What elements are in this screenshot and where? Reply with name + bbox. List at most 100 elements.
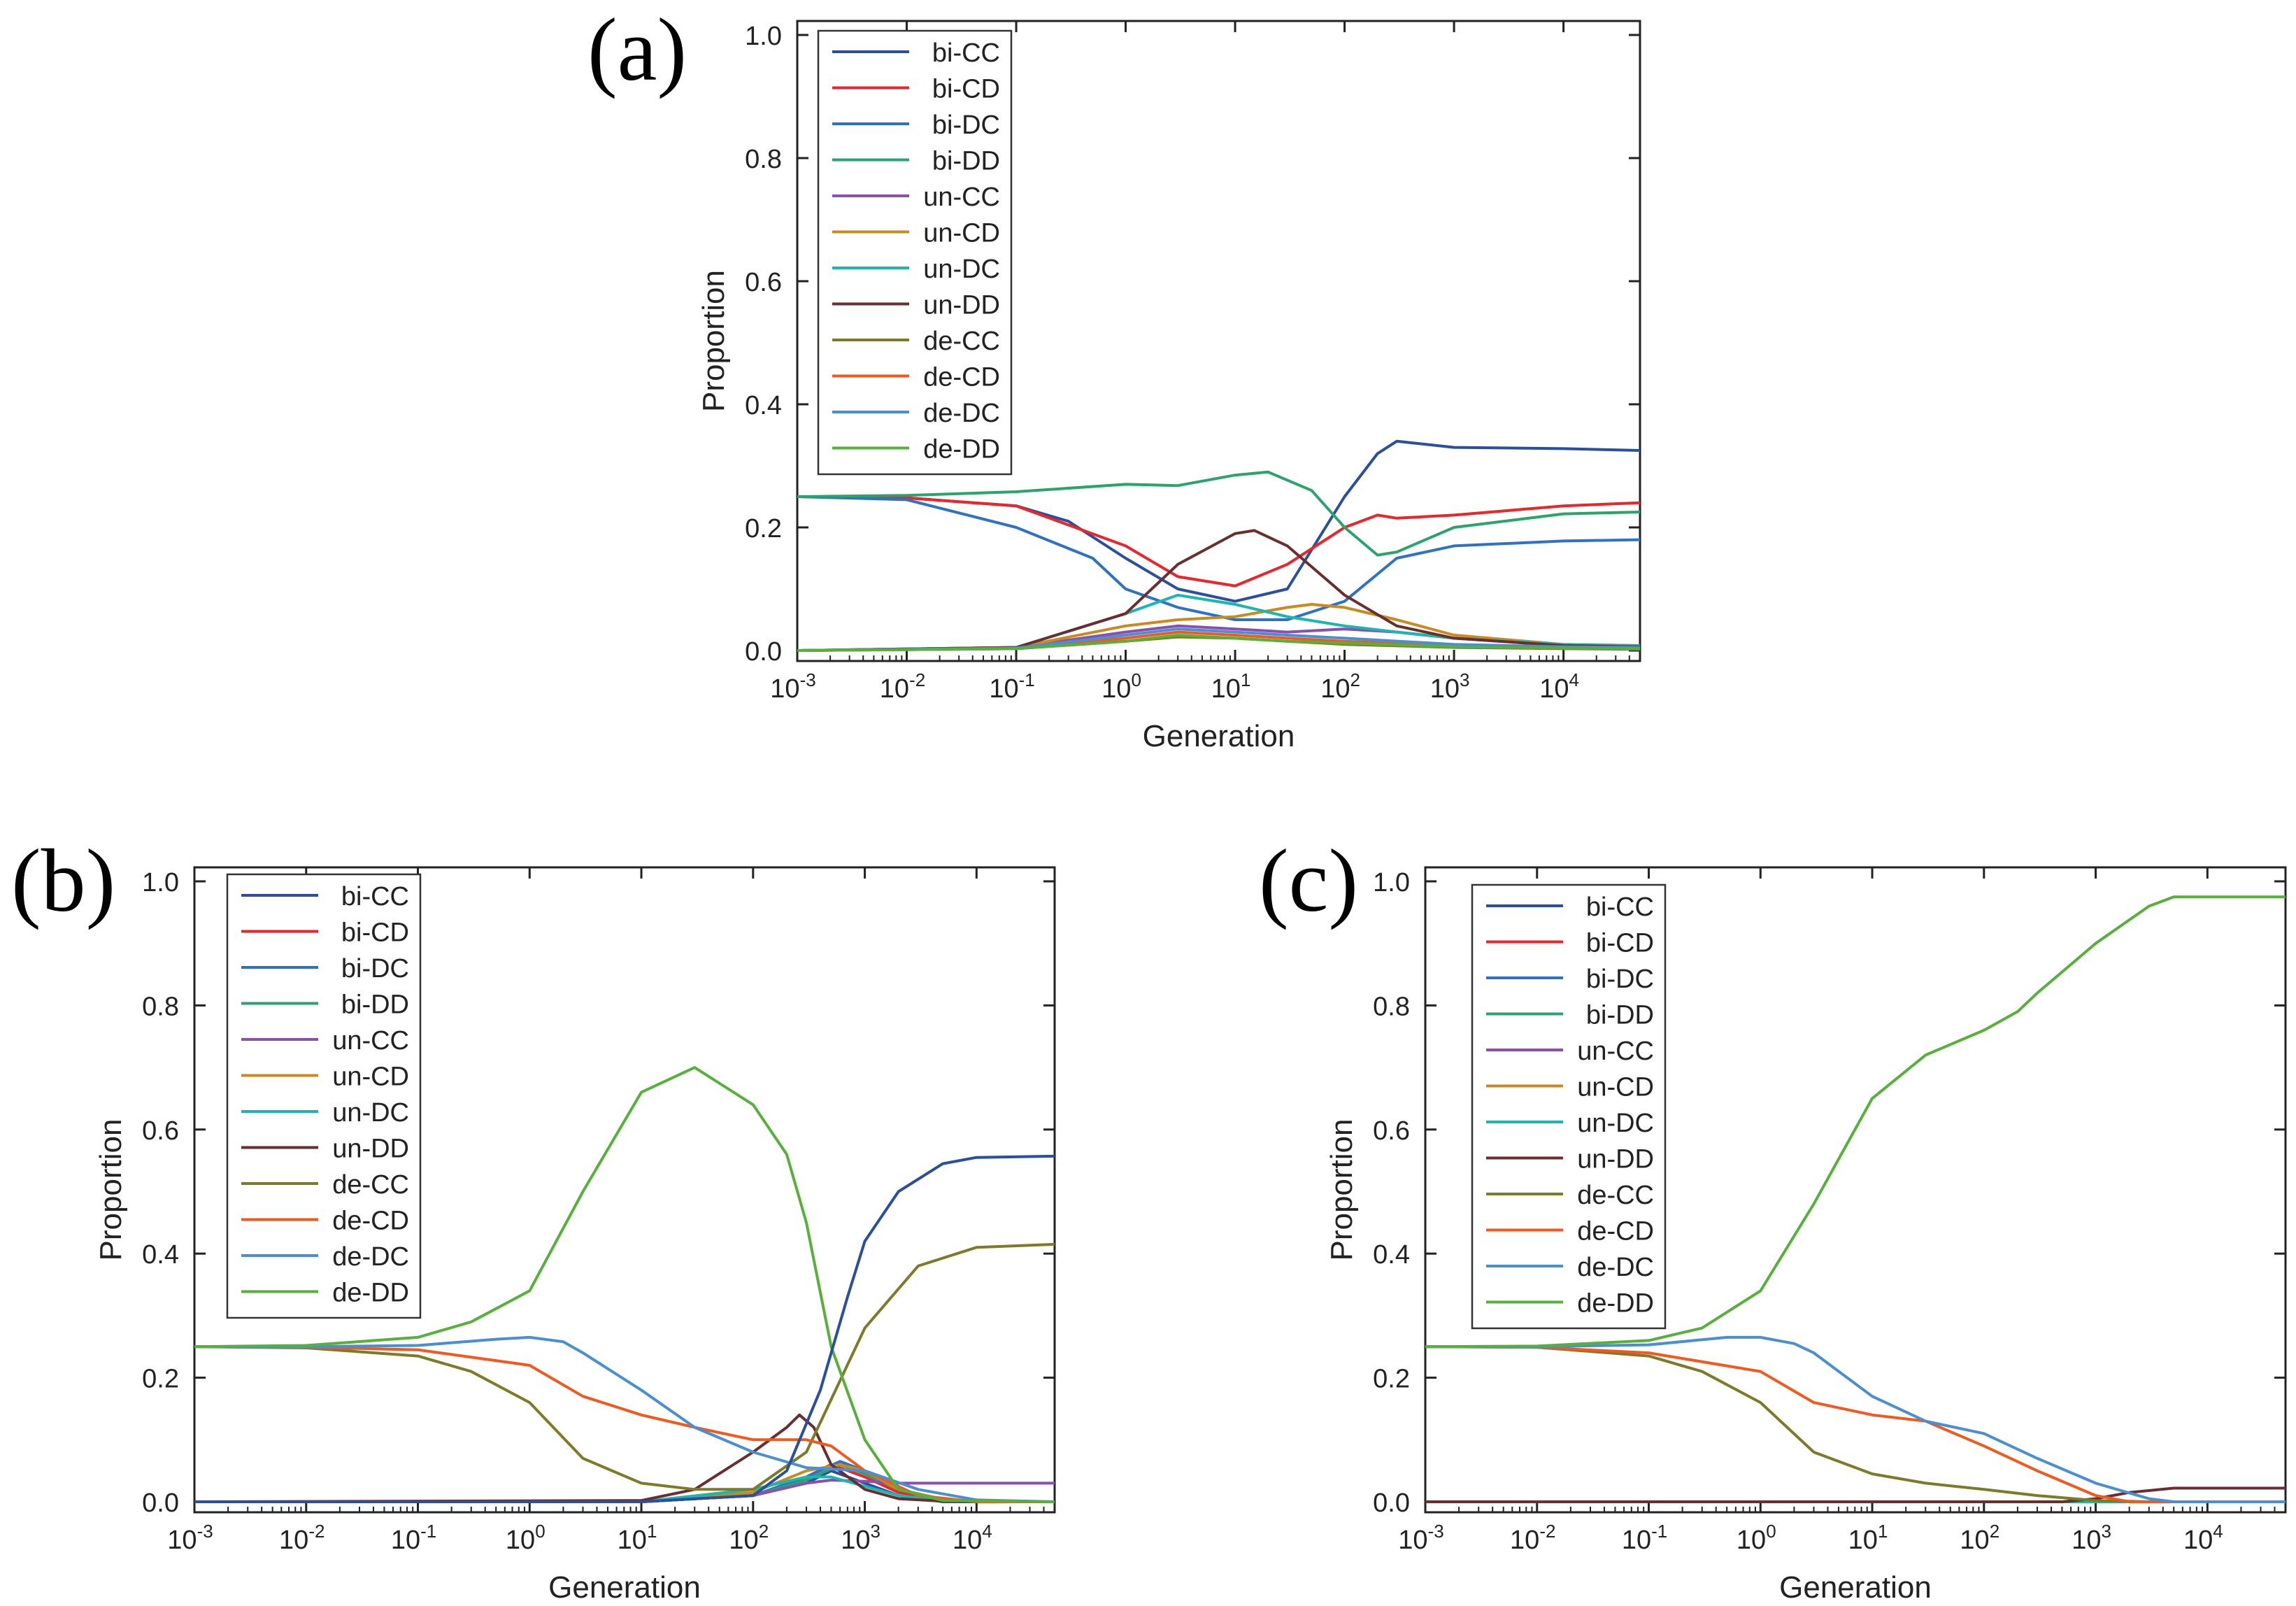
legend-entry: de-CC: [1577, 1181, 1654, 1210]
legend-entry: bi-CD: [341, 918, 409, 948]
y-axis-label: Proportion: [1325, 1118, 1359, 1260]
legend-entry: de-DD: [332, 1279, 409, 1308]
legend-entry: un-DC: [1577, 1109, 1654, 1138]
x-tick-label: 101: [1848, 1521, 1888, 1555]
y-tick-label: 0.0: [1373, 1488, 1410, 1518]
x-tick-label: 100: [1737, 1521, 1776, 1555]
x-tick-label: 101: [1211, 669, 1251, 704]
y-axis-label: Proportion: [697, 270, 731, 412]
series-un-CD: [797, 603, 1641, 652]
x-tick-label: 103: [2072, 1521, 2111, 1555]
legend-entry: bi-CC: [932, 38, 1000, 68]
series-de-CC: [1425, 1345, 2286, 1503]
x-tick-label: 101: [618, 1521, 657, 1555]
x-tick-label: 10-3: [770, 669, 815, 704]
series-bi-CC: [194, 1154, 1055, 1503]
series-de-DD: [194, 1066, 1055, 1503]
y-tick-label: 0.6: [1373, 1116, 1410, 1146]
x-tick-label: 10-2: [279, 1521, 325, 1555]
legend-entry: un-DC: [923, 255, 1000, 284]
legend-box: [226, 873, 422, 1319]
y-tick-label: 0.2: [745, 514, 782, 543]
x-tick-label: 103: [1430, 669, 1470, 704]
legend-entry: un-CD: [332, 1063, 409, 1092]
x-tick-label: 102: [1320, 669, 1360, 704]
legend-entry: un-DC: [332, 1098, 409, 1128]
panel-label-c: (c): [1259, 831, 1359, 930]
series-un-DD: [194, 1413, 1055, 1503]
series-bi-DD: [797, 470, 1641, 557]
y-tick-label: 0.4: [142, 1240, 179, 1270]
x-tick-label: 103: [841, 1521, 880, 1555]
legend-entry: un-CC: [1577, 1037, 1654, 1066]
y-tick-label: 0.8: [142, 992, 179, 1021]
legend-box: [817, 29, 1013, 476]
legend-entry: un-CC: [923, 183, 1000, 212]
x-tick-label: 102: [1960, 1521, 1999, 1555]
y-tick-label: 0.8: [745, 145, 782, 174]
legend-entry: bi-DD: [1586, 1001, 1654, 1030]
x-tick-label: 10-2: [1510, 1521, 1555, 1555]
legend-entry: bi-DC: [1586, 965, 1654, 994]
x-tick-label: 100: [506, 1521, 546, 1555]
y-tick-label: 0.4: [745, 391, 782, 420]
series-un-DD: [1425, 1486, 2286, 1503]
y-tick-label: 0.6: [745, 268, 782, 297]
x-axis-label: Generation: [548, 1570, 701, 1605]
legend-entry: de-DD: [1577, 1289, 1654, 1319]
y-tick-label: 0.6: [142, 1116, 179, 1146]
series-de-DC: [797, 627, 1641, 652]
legend-entry: bi-CC: [341, 882, 409, 911]
legend-entry: de-CC: [923, 327, 1000, 356]
legend-entry: bi-DC: [341, 954, 409, 983]
y-tick-label: 0.0: [745, 637, 782, 667]
legend-entry: de-DC: [923, 399, 1000, 428]
x-axis-label: Generation: [1143, 719, 1295, 753]
y-tick-label: 1.0: [142, 868, 179, 897]
legend-entry: un-CD: [1577, 1073, 1654, 1102]
series-bi-DC: [797, 495, 1641, 621]
legend-entry: de-CD: [923, 363, 1000, 392]
y-tick-label: 0.2: [1373, 1365, 1410, 1394]
legend-entry: bi-CC: [1586, 893, 1654, 922]
legend-entry: bi-CD: [932, 75, 1000, 104]
x-tick-label: 10-1: [1622, 1521, 1667, 1555]
y-tick-label: 0.0: [142, 1488, 179, 1518]
legend-entry: un-CC: [332, 1026, 409, 1056]
y-tick-label: 0.8: [1373, 992, 1410, 1021]
series-de-CD: [1425, 1345, 2286, 1503]
series-un-DD: [797, 529, 1641, 652]
series-de-DD: [797, 634, 1641, 652]
series-de-DC: [1425, 1335, 2286, 1503]
legend-entry: bi-DC: [932, 111, 1000, 140]
x-tick-label: 10-1: [391, 1521, 436, 1555]
x-tick-label: 104: [1539, 669, 1579, 704]
legend-entry: de-DC: [332, 1242, 409, 1272]
legend-entry: de-CD: [1577, 1217, 1654, 1246]
plot-0: 0.0 0.2 0.4 0.6 0.8 1.0 10-3 10-2 10-1 100 101 102 1…: [697, 20, 1641, 753]
legend-entry: bi-DD: [932, 147, 1000, 176]
series-de-DD: [1425, 895, 2286, 1349]
legend-entry: bi-CD: [1586, 929, 1654, 958]
x-tick-label: 10-3: [1398, 1521, 1443, 1555]
x-tick-label: 100: [1101, 669, 1141, 704]
series-de-CD: [194, 1345, 1055, 1503]
x-tick-label: 10-3: [167, 1521, 213, 1555]
x-tick-label: 102: [729, 1521, 769, 1555]
legend-entry: un-DD: [332, 1135, 409, 1164]
y-axis-label: Proportion: [94, 1118, 128, 1260]
plot-2: 0.0 0.2 0.4 0.6 0.8 1.0 10-3 10-2 10-1 100 101 102 1…: [1325, 866, 2287, 1605]
legend-entry: de-DC: [1577, 1253, 1654, 1282]
legend-entry: un-DD: [923, 291, 1000, 320]
legend-entry: bi-DD: [341, 990, 409, 1020]
x-tick-label: 10-2: [880, 669, 925, 704]
plot-1: 0.0 0.2 0.4 0.6 0.8 1.0 10-3 10-2 10-1 100 101 102 1…: [94, 866, 1056, 1605]
y-tick-label: 0.2: [142, 1365, 179, 1394]
legend-entry: de-DD: [923, 435, 1000, 464]
legend-entry: un-DD: [1577, 1145, 1654, 1174]
series-bi-CD: [797, 495, 1641, 588]
panel-label-a: (a): [587, 0, 687, 99]
legend-entry: de-CD: [332, 1207, 409, 1236]
